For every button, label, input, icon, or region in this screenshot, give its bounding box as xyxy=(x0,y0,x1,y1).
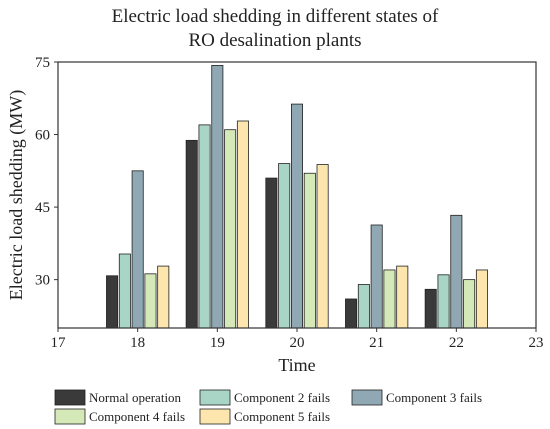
y-ticks: 30 45 60 75 xyxy=(35,55,58,289)
legend-swatch-3 xyxy=(351,389,383,406)
bar-18-series-4 xyxy=(144,273,157,329)
bar-18-series-2 xyxy=(118,253,131,329)
y-tick-label-75: 75 xyxy=(35,55,50,71)
legend-swatch-5 xyxy=(199,408,231,425)
bar-20-series-4 xyxy=(303,172,316,329)
x-tick-label-19: 19 xyxy=(210,335,225,351)
bar-18-series-1 xyxy=(106,275,119,329)
bar-19-series-4 xyxy=(224,129,237,329)
bar-19-series-5 xyxy=(236,120,249,329)
bar-21-series-3 xyxy=(370,224,383,329)
bar-19-series-1 xyxy=(185,139,198,329)
y-tick-label-60: 60 xyxy=(35,128,50,144)
legend-label-3: Component 3 fails xyxy=(386,390,482,405)
bar-20-series-5 xyxy=(316,164,329,329)
bar-22-series-5 xyxy=(475,269,488,329)
legend-swatch-4 xyxy=(54,408,86,425)
legend-label-4: Component 4 fails xyxy=(89,409,185,424)
bar-19-series-2 xyxy=(198,124,211,329)
x-tick-label-21: 21 xyxy=(369,335,384,351)
bar-21-series-5 xyxy=(396,265,409,329)
chart-title-line-1: Electric load shedding in different stat… xyxy=(112,6,439,27)
bar-20-series-1 xyxy=(265,177,278,329)
bar-22-series-3 xyxy=(450,214,463,329)
bar-18-series-5 xyxy=(157,265,170,329)
chart-title-line-2: RO desalination plants xyxy=(188,30,361,51)
bar-21-series-4 xyxy=(383,269,396,329)
x-ticks: 17 18 19 20 21 22 23 xyxy=(51,328,544,351)
bar-22-series-2 xyxy=(437,274,450,329)
bar-22-series-1 xyxy=(424,288,437,329)
x-axis-label: Time xyxy=(278,355,315,375)
bar-18-series-3 xyxy=(131,170,144,329)
legend-label-5: Component 5 fails xyxy=(234,409,330,424)
bar-20-series-2 xyxy=(278,163,291,329)
x-tick-label-18: 18 xyxy=(130,335,145,351)
legend-label-1: Normal operation xyxy=(89,390,182,405)
legend-label-2: Component 2 fails xyxy=(234,390,330,405)
y-axis-label: Electric load shedding (MW) xyxy=(6,90,27,300)
y-tick-label-30: 30 xyxy=(35,273,50,289)
x-tick-label-20: 20 xyxy=(290,335,305,351)
bars xyxy=(106,64,488,329)
x-tick-label-22: 22 xyxy=(449,335,464,351)
bar-20-series-3 xyxy=(290,103,303,329)
legend-swatch-1 xyxy=(54,389,86,406)
bar-22-series-4 xyxy=(463,279,476,329)
legend: Normal operation Component 2 fails Compone… xyxy=(54,389,482,425)
legend-swatch-2 xyxy=(199,389,231,406)
bar-21-series-2 xyxy=(357,284,370,329)
y-tick-label-45: 45 xyxy=(35,200,50,216)
bar-21-series-1 xyxy=(345,298,358,329)
x-tick-label-17: 17 xyxy=(51,335,67,351)
x-tick-label-23: 23 xyxy=(529,335,544,351)
bar-19-series-3 xyxy=(211,64,224,329)
